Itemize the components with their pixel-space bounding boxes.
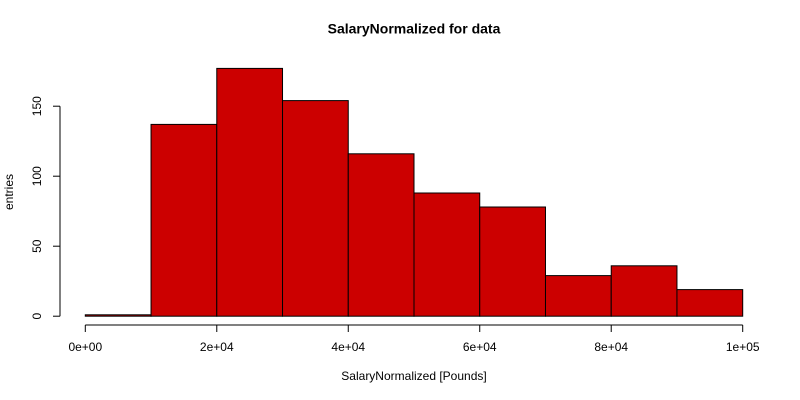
bar (676, 289, 744, 317)
bar (216, 67, 284, 317)
bar (479, 206, 546, 317)
x-tick-label: 1e+05 (726, 340, 760, 354)
y-tick-label: 150 (30, 96, 44, 116)
x-tick-label: 6e+04 (463, 340, 497, 354)
y-tick-label: 50 (30, 239, 44, 253)
bar (84, 314, 152, 317)
bar (150, 123, 218, 317)
bar (544, 275, 612, 317)
chart-title: SalaryNormalized for data (328, 21, 501, 37)
x-tick-label: 8e+04 (594, 340, 628, 354)
x-tick-label: 2e+04 (200, 340, 234, 354)
y-tick-label: 100 (30, 166, 44, 186)
bar (282, 100, 349, 317)
y-axis-label: entries (2, 174, 16, 210)
bar (610, 265, 678, 317)
x-axis-label: SalaryNormalized [Pounds] (341, 369, 486, 383)
x-tick-label: 0e+00 (68, 340, 102, 354)
bar (347, 153, 415, 317)
x-tick-label: 4e+04 (331, 340, 365, 354)
y-tick-label: 0 (30, 313, 44, 320)
bar (413, 192, 481, 317)
